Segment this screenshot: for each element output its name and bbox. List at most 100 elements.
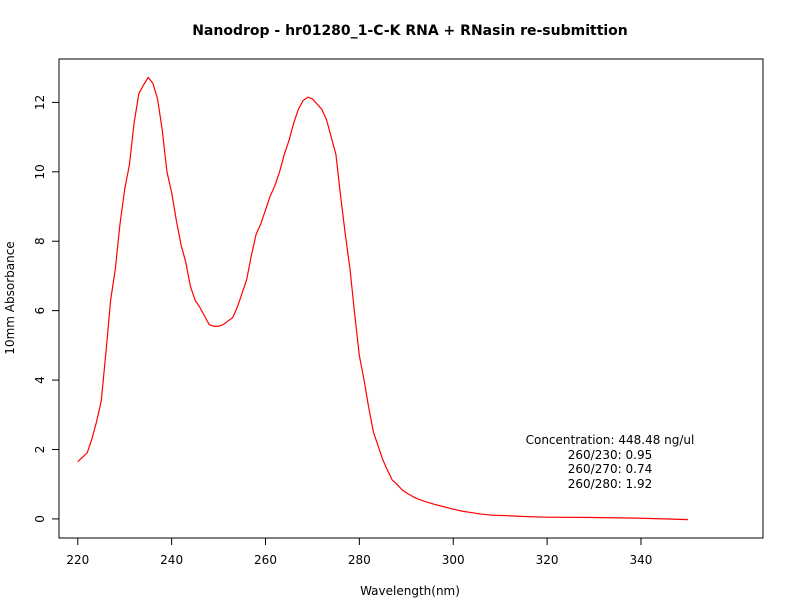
x-axis-label: Wavelength(nm): [360, 584, 460, 598]
data-point: [256, 234, 257, 235]
data-point: [382, 459, 383, 460]
ratio-260-280-annotation: 260/280: 1.92: [568, 477, 652, 491]
data-point: [321, 109, 322, 110]
data-point: [293, 123, 294, 124]
data-point: [434, 504, 435, 505]
data-point: [406, 492, 407, 493]
data-point: [335, 154, 336, 155]
data-point: [91, 438, 92, 439]
data-point: [664, 518, 665, 519]
data-point: [204, 315, 205, 316]
data-point: [199, 307, 200, 308]
x-tick-label: 220: [66, 553, 89, 567]
data-point: [166, 171, 167, 172]
data-point: [138, 93, 139, 94]
data-point: [302, 100, 303, 101]
data-point: [396, 484, 397, 485]
data-point: [260, 223, 261, 224]
data-point: [209, 324, 210, 325]
y-axis-label: 10mm Absorbance: [3, 241, 17, 354]
data-point: [326, 119, 327, 120]
data-point: [185, 261, 186, 262]
data-point: [133, 123, 134, 124]
chart-title: Nanodrop - hr01280_1-C-K RNA + RNasin re…: [192, 23, 628, 39]
x-tick-label: 340: [630, 553, 653, 567]
data-point: [312, 98, 313, 99]
plot-frame: [58, 58, 764, 539]
data-point: [490, 514, 491, 515]
data-point: [354, 314, 355, 315]
data-point: [152, 83, 153, 84]
data-point: [274, 185, 275, 186]
concentration-annotation: Concentration: 448.48 ng/ul: [526, 433, 695, 447]
data-point: [331, 137, 332, 138]
data-point: [345, 234, 346, 235]
data-point: [87, 452, 88, 453]
x-tick-label: 260: [254, 553, 277, 567]
data-point: [401, 489, 402, 490]
data-point: [218, 326, 219, 327]
data-point: [115, 268, 116, 269]
data-point: [157, 98, 158, 99]
data-point: [119, 223, 120, 224]
y-tick-label: 6: [33, 307, 47, 315]
data-point: [180, 244, 181, 245]
data-point: [471, 512, 472, 513]
annotation-block: Concentration: 448.48 ng/ul 260/230: 0.9…: [526, 433, 695, 491]
data-point: [190, 286, 191, 287]
data-point: [96, 421, 97, 422]
data-point: [162, 130, 163, 131]
data-point: [143, 84, 144, 85]
data-point: [223, 324, 224, 325]
data-point: [387, 470, 388, 471]
data-point: [77, 461, 78, 462]
data-point: [284, 154, 285, 155]
data-point: [349, 268, 350, 269]
data-point: [593, 517, 594, 518]
absorbance-series-line: [77, 76, 688, 521]
data-point: [359, 355, 360, 356]
data-point: [500, 515, 501, 516]
data-point: [288, 140, 289, 141]
ratio-260-270-annotation: 260/270: 0.74: [568, 462, 652, 476]
data-point: [547, 517, 548, 518]
x-tick-label: 280: [348, 553, 371, 567]
data-point: [453, 509, 454, 510]
data-point: [227, 320, 228, 321]
data-point: [148, 77, 149, 78]
data-point: [340, 196, 341, 197]
data-point: [317, 104, 318, 105]
data-point: [373, 432, 374, 433]
data-point: [481, 513, 482, 514]
data-point: [124, 189, 125, 190]
data-point: [392, 479, 393, 480]
data-point: [251, 255, 252, 256]
data-point: [105, 352, 106, 353]
data-point: [129, 164, 130, 165]
data-point: [246, 279, 247, 280]
data-point: [101, 400, 102, 401]
data-point: [415, 497, 416, 498]
data-point: [462, 511, 463, 512]
y-axis: 0 2 4 6 8 10 12: [33, 95, 59, 523]
y-tick-label: 4: [33, 376, 47, 384]
data-point: [443, 506, 444, 507]
data-point: [213, 326, 214, 327]
y-tick-label: 2: [33, 446, 47, 454]
y-tick-label: 8: [33, 237, 47, 245]
data-point: [195, 300, 196, 301]
data-point: [298, 109, 299, 110]
data-point: [110, 300, 111, 301]
data-point: [523, 516, 524, 517]
data-point: [307, 97, 308, 98]
data-point: [424, 501, 425, 502]
x-tick-label: 300: [442, 553, 465, 567]
x-tick-label: 320: [536, 553, 559, 567]
data-point: [640, 518, 641, 519]
data-point: [171, 192, 172, 193]
data-point: [241, 293, 242, 294]
data-point: [237, 307, 238, 308]
x-axis: 220 240 260 280 300 320 340: [66, 538, 652, 567]
